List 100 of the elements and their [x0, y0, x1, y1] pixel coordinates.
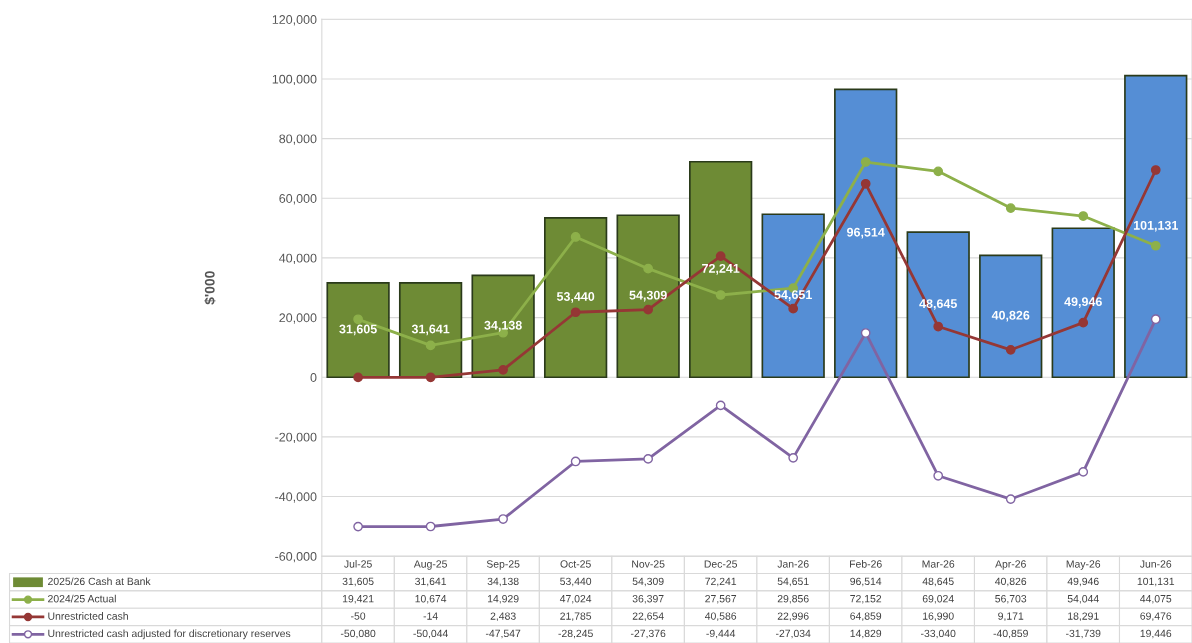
- data-label: -47,547: [485, 629, 521, 639]
- bar: [834, 88, 898, 379]
- x-tick-label: Feb-26: [850, 560, 882, 568]
- data-label: -50: [351, 612, 366, 620]
- y-tick-label: 100,000: [272, 74, 317, 86]
- y-tick-label: -60,000: [275, 552, 317, 563]
- point: [1150, 165, 1161, 175]
- data-label: 48,645: [922, 577, 954, 587]
- text: 53,440: [556, 292, 595, 303]
- data-label: 54,044: [1067, 595, 1099, 604]
- bar: [616, 214, 680, 379]
- point: [570, 232, 581, 242]
- data-label: -50,044: [413, 629, 448, 639]
- data-label: -40,859: [993, 629, 1028, 639]
- point: [1005, 494, 1016, 504]
- point: [860, 178, 871, 189]
- point: [788, 453, 799, 463]
- point: [1078, 317, 1089, 328]
- data-label: 47,024: [559, 595, 592, 604]
- y-tick-label: -20,000: [275, 432, 317, 444]
- point: [933, 321, 944, 332]
- data-label: 2,483: [490, 612, 516, 621]
- text: 40,826: [991, 310, 1030, 322]
- data-label: 19,421: [342, 595, 374, 604]
- x-tick-label: Jun-26: [1139, 560, 1172, 568]
- point: [1005, 345, 1016, 355]
- bar: [1124, 74, 1188, 379]
- point: [425, 372, 436, 383]
- text: 31,605: [339, 324, 377, 336]
- data-label: 101,131: [1137, 577, 1175, 587]
- point: [715, 400, 726, 411]
- point: [353, 314, 363, 325]
- data-label: 22,654: [632, 612, 664, 621]
- data-label: 21,785: [560, 612, 592, 621]
- point: [1150, 314, 1161, 325]
- point: [498, 514, 508, 524]
- point: [353, 521, 363, 532]
- legend-label: Unrestricted cash adjusted for discretionary reserves: [48, 629, 291, 640]
- data-label: 96,514: [850, 577, 882, 587]
- y-tick-label: -40,000: [275, 492, 317, 503]
- point: [1078, 467, 1089, 477]
- point: [643, 304, 654, 315]
- x-tick-label: Mar-26: [922, 560, 955, 568]
- data-label: 14,829: [850, 629, 882, 639]
- data-label: 10,674: [415, 595, 447, 604]
- data-label: 54,651: [777, 577, 809, 587]
- y-tick-label: 80,000: [279, 134, 317, 145]
- y-axis-title: $'000: [204, 271, 216, 305]
- data-label: 19,446: [1140, 629, 1172, 639]
- y-tick-label: 60,000: [279, 194, 317, 205]
- point: [715, 251, 726, 262]
- point: [1078, 211, 1089, 221]
- bar: [398, 282, 463, 379]
- point: [860, 328, 871, 338]
- data-label: -9,444: [706, 629, 736, 639]
- point: [715, 290, 726, 300]
- point: [643, 263, 654, 274]
- text: 101,131: [1133, 220, 1178, 232]
- text: 34,138: [484, 320, 522, 332]
- x-tick-label: Oct-25: [560, 560, 591, 568]
- legend-label: 2024/25 Actual: [48, 594, 116, 603]
- data-label: -27,034: [775, 629, 811, 639]
- text: 72,241: [702, 263, 740, 275]
- text: 31,641: [411, 324, 450, 336]
- data-label: 34,138: [487, 577, 519, 587]
- point: [570, 456, 581, 467]
- bar: [543, 216, 608, 379]
- y-tick-label: 40,000: [279, 253, 317, 265]
- data-label: 16,990: [923, 612, 954, 621]
- text: 96,514: [847, 227, 885, 239]
- point: [788, 303, 799, 314]
- bar: [326, 282, 390, 379]
- x-tick-label: Aug-25: [413, 560, 447, 570]
- data-label: 27,567: [705, 595, 737, 604]
- data-label: 31,605: [342, 577, 374, 587]
- point: [933, 166, 944, 177]
- data-label: 72,152: [850, 595, 882, 604]
- data-label: -28,245: [558, 629, 593, 639]
- y-tick-label: 20,000: [279, 313, 317, 324]
- data-label: -27,376: [630, 629, 666, 639]
- data-label: 40,826: [995, 577, 1027, 587]
- data-label: 69,476: [1140, 612, 1172, 621]
- legend-label: Unrestricted cash: [48, 612, 128, 620]
- bar: [1051, 227, 1115, 379]
- bar: [471, 274, 535, 379]
- data-label: 40,586: [704, 612, 737, 621]
- data-label: 22,996: [777, 612, 809, 621]
- data-label: 54,309: [632, 577, 664, 587]
- x-tick-label: May-26: [1066, 560, 1101, 570]
- bar: [761, 213, 825, 379]
- data-label: 18,291: [1068, 612, 1099, 621]
- data-label: 31,641: [415, 577, 447, 587]
- point: [570, 307, 581, 318]
- point: [1150, 240, 1161, 251]
- bar: [979, 254, 1043, 379]
- point: [1005, 203, 1016, 213]
- point: [425, 340, 436, 351]
- point: [353, 372, 363, 383]
- bar: [689, 160, 753, 379]
- data-label: 14,929: [487, 595, 519, 604]
